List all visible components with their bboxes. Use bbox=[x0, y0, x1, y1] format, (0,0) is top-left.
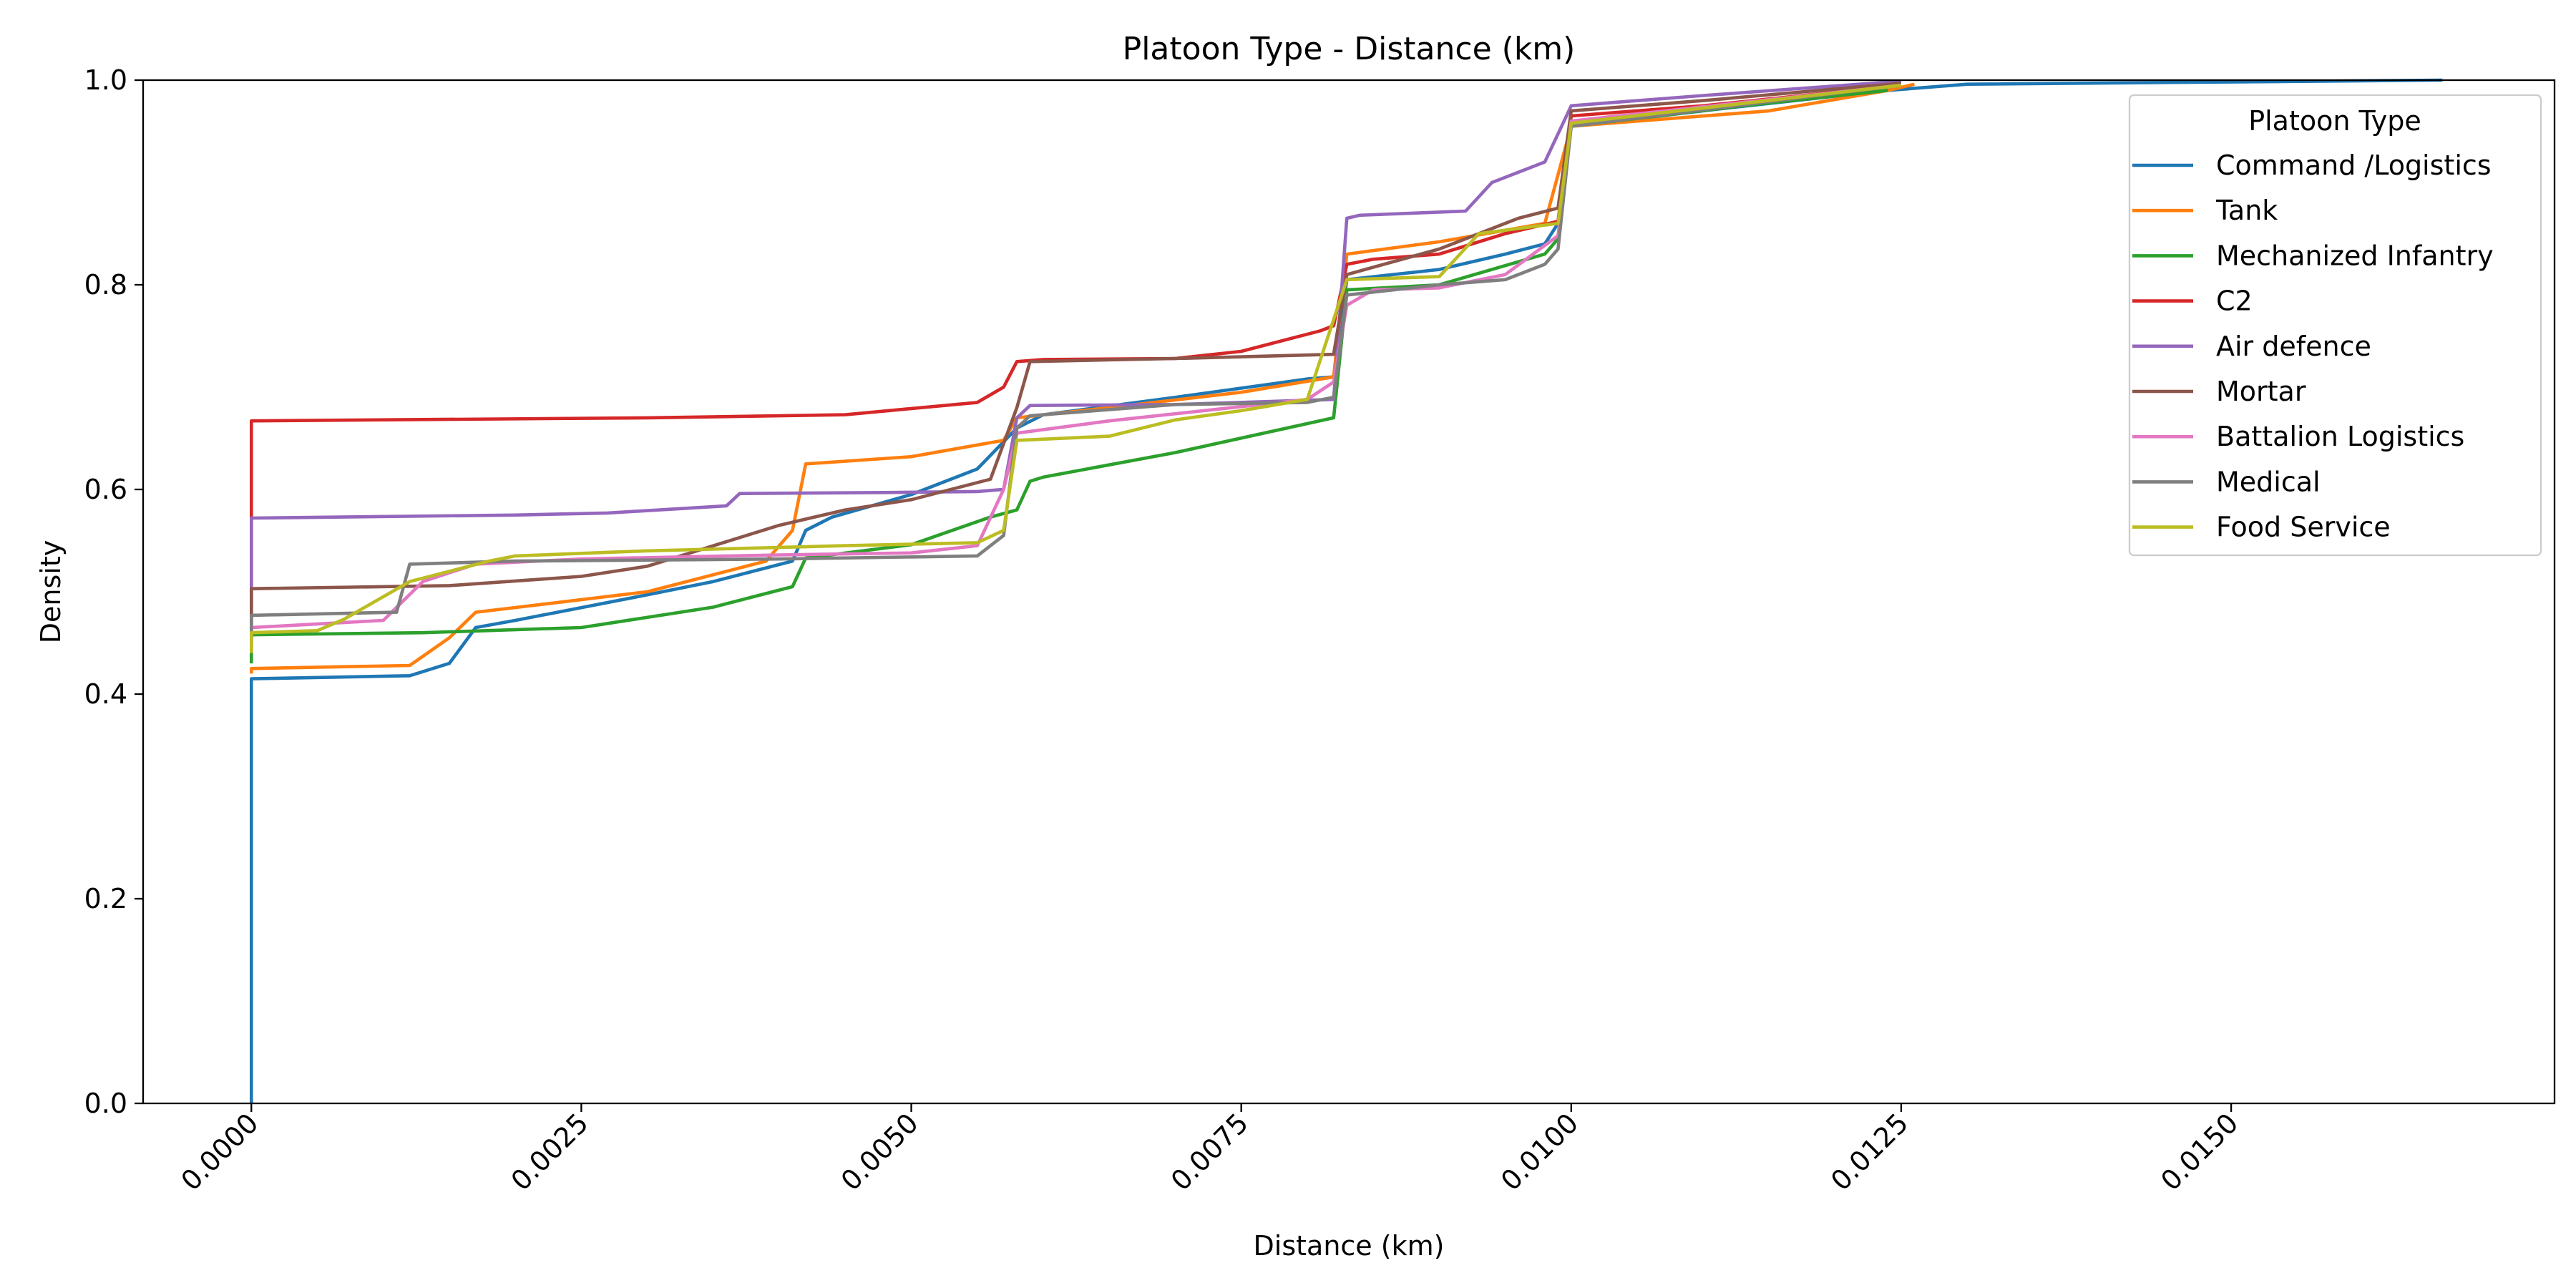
series-line-3 bbox=[250, 89, 1888, 664]
legend-label: Mechanized Infantry bbox=[2216, 240, 2494, 271]
series-line-9 bbox=[250, 83, 1902, 653]
legend-entries: Command /Logistics Tank Mechanized Infantr… bbox=[2132, 150, 2494, 543]
y-tick-label: 0.0 bbox=[84, 1088, 127, 1119]
legend-label: Battalion Logistics bbox=[2216, 421, 2464, 452]
y-tick-label: 1.0 bbox=[84, 64, 127, 96]
legend-label: Tank bbox=[2215, 195, 2278, 226]
plot-area bbox=[250, 78, 2443, 1103]
legend-label: Command /Logistics bbox=[2216, 150, 2492, 181]
legend-label: Mortar bbox=[2216, 376, 2306, 407]
legend: Platoon Type Command /Logistics Tank Mecha… bbox=[2128, 94, 2542, 557]
y-tick-label: 0.8 bbox=[84, 269, 127, 301]
legend-label: Food Service bbox=[2216, 512, 2391, 543]
x-axis-label: Distance (km) bbox=[1254, 1230, 1445, 1262]
legend-box bbox=[2128, 94, 2542, 557]
series-line-6 bbox=[250, 82, 1902, 643]
legend-label: C2 bbox=[2216, 286, 2253, 317]
axes-frame bbox=[142, 79, 2556, 1105]
y-tick-label: 0.2 bbox=[84, 883, 127, 914]
y-tick-label: 0.6 bbox=[84, 474, 127, 505]
y-axis: 0.0 0.2 0.4 0.6 0.8 1.0 bbox=[84, 64, 143, 1119]
y-tick-label: 0.4 bbox=[84, 678, 127, 710]
chart-title: Platoon Type - Distance (km) bbox=[1123, 31, 1576, 67]
y-axis-label: Density bbox=[35, 540, 67, 643]
legend-title: Platoon Type bbox=[2248, 105, 2421, 137]
legend-label: Air defence bbox=[2216, 331, 2371, 362]
legend-label: Medical bbox=[2216, 466, 2321, 497]
series-line-8 bbox=[250, 83, 1902, 638]
series-line-5 bbox=[250, 79, 1902, 633]
